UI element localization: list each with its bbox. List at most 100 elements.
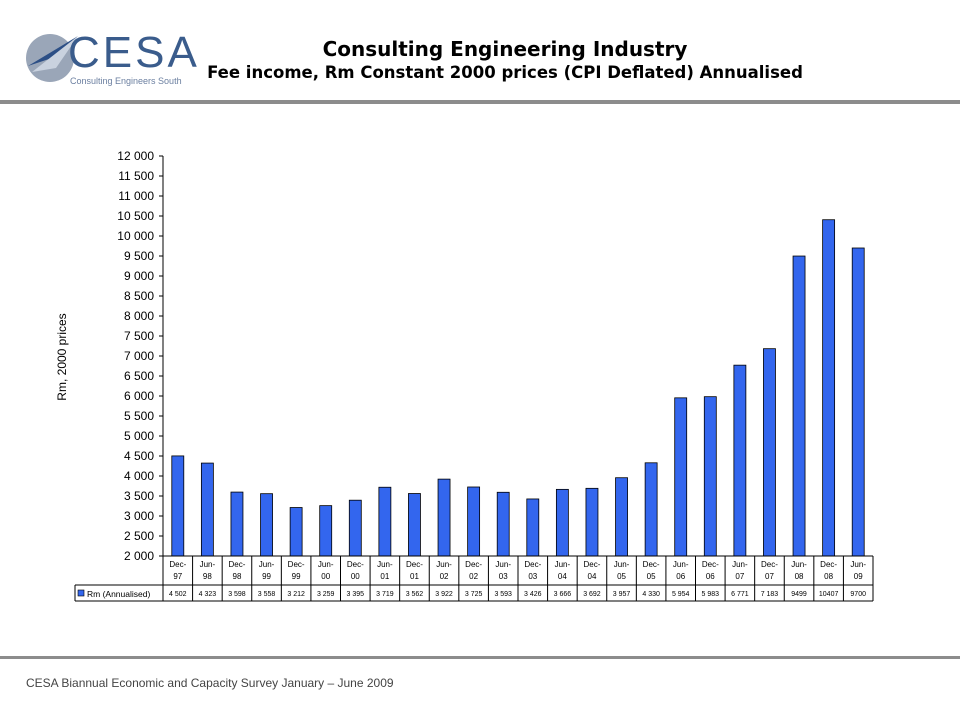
y-tick-label: 3 500 [124, 489, 154, 503]
x-tick-label: 00 [351, 572, 360, 581]
data-label: 3 593 [494, 591, 512, 598]
logo-text: CESA [68, 28, 200, 77]
y-tick-label: 10 500 [117, 209, 154, 223]
data-label: 3 922 [435, 591, 453, 598]
bar [555, 488, 569, 557]
x-tick-label: 98 [203, 572, 212, 581]
data-label: 9499 [791, 591, 807, 598]
data-label: 3 666 [554, 591, 572, 598]
y-tick-label: 6 000 [124, 389, 154, 403]
x-tick-label: Dec- [643, 560, 660, 569]
y-tick-label: 8 500 [124, 289, 154, 303]
page-title: Consulting Engineering Industry [322, 37, 688, 61]
data-label: 4 323 [199, 591, 217, 598]
x-tick-label: 01 [380, 572, 389, 581]
x-tick-label: 05 [617, 572, 626, 581]
data-label: 5 954 [672, 591, 690, 598]
legend-label: Rm (Annualised) [87, 589, 150, 599]
y-tick-label: 12 000 [117, 149, 154, 163]
x-tick-label: Jun- [377, 560, 393, 569]
x-tick-label: Dec- [820, 560, 837, 569]
data-label: 3 259 [317, 591, 335, 598]
data-label: 4 502 [169, 591, 187, 598]
data-label: 3 395 [347, 591, 365, 598]
x-tick-label: 04 [558, 572, 567, 581]
logo-globe-icon [26, 34, 78, 82]
bar [378, 486, 392, 557]
y-tick-label: 4 500 [124, 449, 154, 463]
y-tick-label: 5 000 [124, 429, 154, 443]
y-tick-label: 6 500 [124, 369, 154, 383]
x-tick-label: 99 [292, 572, 301, 581]
bar [260, 493, 273, 557]
bar [703, 396, 717, 557]
bar [585, 487, 599, 557]
fee-income-bar-chart: Rm, 2000 prices 2 000 2 500 3 000 3 500 4 00… [55, 149, 874, 602]
data-label: 3 957 [613, 591, 631, 598]
x-tick-label: Dec- [347, 560, 364, 569]
y-tick-label: 11 000 [118, 189, 154, 203]
x-tick-label: 08 [795, 572, 804, 581]
x-tick-label: 06 [706, 572, 715, 581]
x-tick-label: 07 [765, 572, 774, 581]
x-tick-label: Dec- [465, 560, 482, 569]
title-block: Consulting Engineering Industry Fee inco… [150, 36, 860, 84]
bar [733, 364, 747, 557]
x-tick-label: Dec- [524, 560, 541, 569]
data-label: 3 562 [406, 591, 424, 598]
bar [200, 462, 214, 557]
bar [822, 219, 836, 557]
x-tick-label: Dec- [169, 560, 186, 569]
y-tick-label: 7 000 [124, 349, 154, 363]
x-tick-label: Jun- [673, 560, 689, 569]
data-label: 3 692 [583, 591, 601, 598]
y-tick-label: 9 000 [124, 269, 154, 283]
y-tick-label: 2 000 [124, 549, 154, 563]
y-tick-label: 2 500 [124, 529, 154, 543]
data-label: 4 330 [642, 591, 660, 598]
header-divider [0, 100, 960, 104]
legend-swatch [77, 589, 85, 597]
data-label: 3 426 [524, 591, 542, 598]
logo-tagline: Consulting Engineers South [70, 76, 182, 86]
x-tick-label: 05 [647, 572, 656, 581]
y-tick-label: 10 000 [117, 229, 154, 243]
y-tick-label: 4 000 [124, 469, 154, 483]
x-tick-label: Jun- [259, 560, 275, 569]
bar [319, 505, 333, 557]
x-tick-label: Jun- [200, 560, 216, 569]
y-tick-label: 8 000 [124, 309, 154, 323]
bar [526, 498, 540, 557]
x-tick-label: Dec- [702, 560, 719, 569]
x-tick-label: Dec- [584, 560, 601, 569]
x-tick-label: 03 [528, 572, 537, 581]
bar [615, 477, 628, 557]
bar [792, 255, 806, 557]
bar [230, 491, 244, 557]
x-tick-label: 00 [321, 572, 330, 581]
x-tick-label: 97 [173, 572, 182, 581]
bar [467, 486, 481, 557]
y-tick-label: 9 500 [124, 249, 154, 263]
data-label: 5 983 [702, 591, 720, 598]
x-tick-label: Jun- [614, 560, 630, 569]
data-label: 7 183 [761, 591, 779, 598]
y-tick-label: 3 000 [124, 509, 154, 523]
x-tick-label: Jun- [318, 560, 334, 569]
y-tick-label: 5 500 [124, 409, 154, 423]
x-tick-label: 04 [588, 572, 597, 581]
x-tick-label: Dec- [406, 560, 423, 569]
bar [171, 455, 185, 557]
x-tick-label: 02 [469, 572, 478, 581]
x-tick-label: Jun- [495, 560, 511, 569]
bar [496, 491, 510, 557]
bar [437, 478, 451, 557]
x-tick-label: 98 [233, 572, 242, 581]
bar [851, 247, 865, 557]
x-tick-label: 01 [410, 572, 419, 581]
x-tick-label: 08 [824, 572, 833, 581]
data-label: 6 771 [731, 591, 749, 598]
data-label: 3 725 [465, 591, 483, 598]
bar [644, 462, 658, 557]
x-tick-label: 02 [440, 572, 449, 581]
